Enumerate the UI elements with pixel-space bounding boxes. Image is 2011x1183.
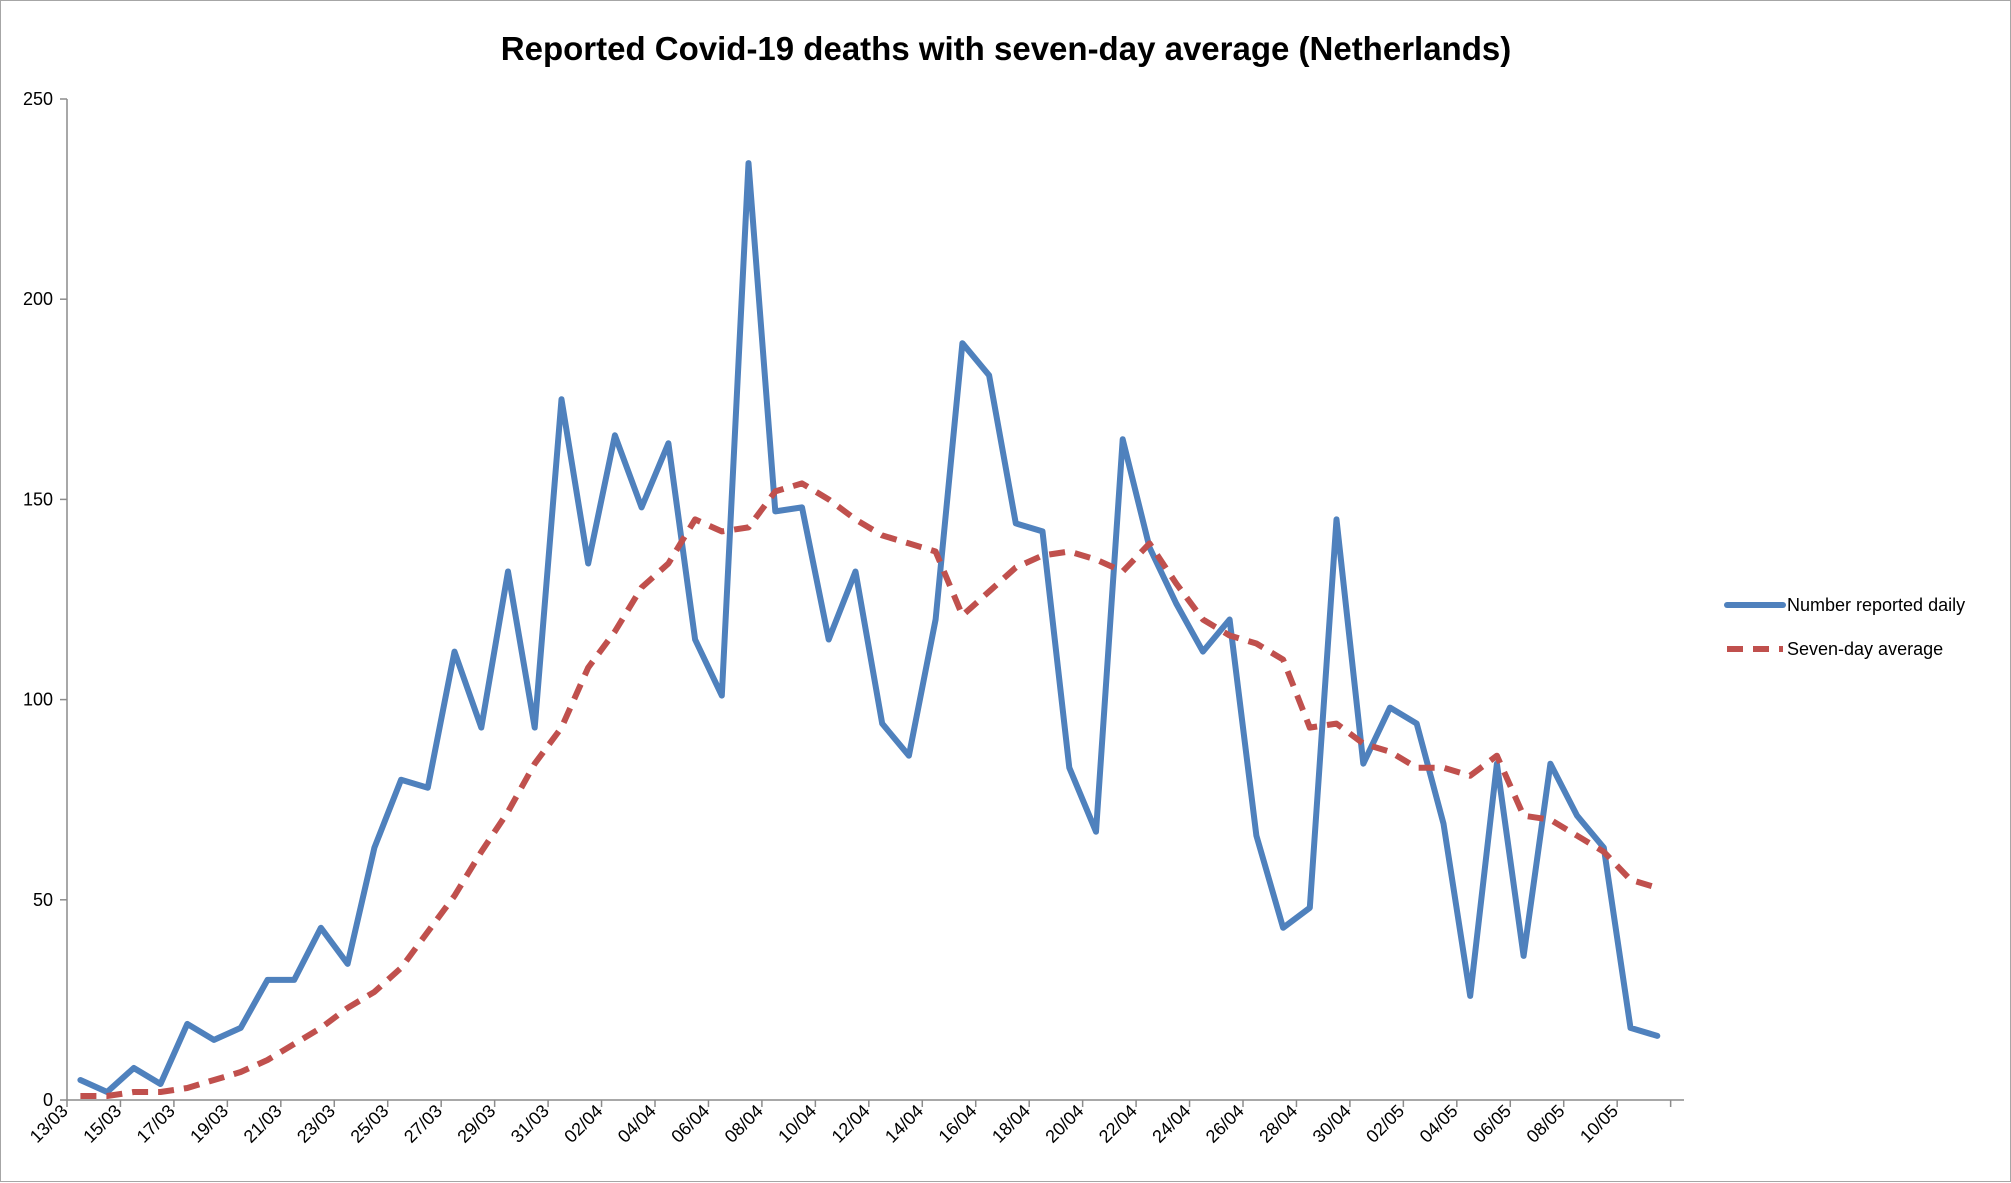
x-axis: 13/03 15/03 17/03 19/03 21/03 23/03 25/03 27/03… <box>26 1099 1684 1147</box>
x-tick-label: 06/05 <box>1469 1101 1515 1147</box>
legend-label: Seven-day average <box>1787 639 1943 659</box>
x-tick-label: 18/04 <box>988 1101 1034 1147</box>
x-tick-label: 10/05 <box>1576 1101 1622 1147</box>
x-tick-label: 04/04 <box>614 1101 660 1147</box>
x-tick-label: 08/05 <box>1523 1101 1569 1147</box>
x-tick-label: 25/03 <box>347 1101 393 1147</box>
x-tick-label: 21/03 <box>240 1101 286 1147</box>
series-line-seven-day-average <box>80 480 1659 1099</box>
y-tick-label: 150 <box>23 489 53 509</box>
x-tick-label: 06/04 <box>667 1101 713 1147</box>
x-tick-label: 30/04 <box>1309 1101 1355 1147</box>
x-tick-label: 28/04 <box>1255 1101 1301 1147</box>
x-tick-label: 22/04 <box>1095 1101 1141 1147</box>
x-tick-label: 04/05 <box>1416 1101 1462 1147</box>
x-tick-label: 31/03 <box>507 1101 553 1147</box>
x-tick-label: 15/03 <box>79 1101 125 1147</box>
legend-label: Number reported daily <box>1787 595 1965 615</box>
series-line-daily-reported <box>77 160 1661 1095</box>
y-tick-label: 200 <box>23 289 53 309</box>
x-tick-label: 08/04 <box>721 1101 767 1147</box>
y-tick-label: 100 <box>23 690 53 710</box>
x-tick-label: 29/03 <box>453 1101 499 1147</box>
x-tick-label: 26/04 <box>1202 1101 1248 1147</box>
y-tick-label: 0 <box>43 1090 53 1110</box>
chart-title: Reported Covid-19 deaths with seven-day … <box>501 30 1511 67</box>
y-tick-label: 50 <box>33 890 53 910</box>
x-tick-label: 17/03 <box>133 1101 179 1147</box>
x-tick-label: 02/05 <box>1362 1101 1408 1147</box>
x-tick-label: 19/03 <box>186 1101 232 1147</box>
x-tick-label: 10/04 <box>774 1101 820 1147</box>
y-tick-label: 250 <box>23 89 53 109</box>
x-tick-label: 27/03 <box>400 1101 446 1147</box>
series-lines <box>77 160 1661 1099</box>
x-tick-label: 12/04 <box>828 1101 874 1147</box>
x-tick-label: 16/04 <box>935 1101 981 1147</box>
x-tick-label: 02/04 <box>560 1101 606 1147</box>
x-tick-label: 14/04 <box>881 1101 927 1147</box>
y-axis: 0 50 100 150 200 250 <box>23 89 68 1110</box>
x-tick-label: 24/04 <box>1148 1101 1194 1147</box>
x-tick-label: 20/04 <box>1041 1101 1087 1147</box>
legend: Number reported daily Seven-day average <box>1724 595 1965 659</box>
x-tick-label: 23/03 <box>293 1101 339 1147</box>
